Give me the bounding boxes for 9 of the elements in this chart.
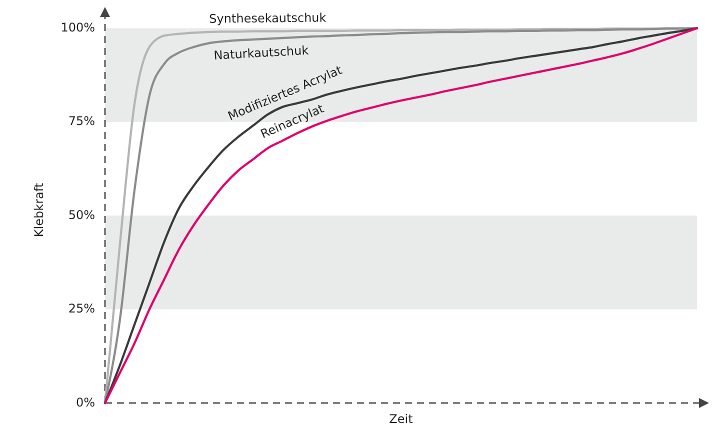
- series-label: Naturkautschuk: [213, 43, 310, 63]
- y-tick-label: 50%: [68, 208, 95, 222]
- y-tick-label: 25%: [68, 302, 95, 316]
- y-tick-label: 75%: [68, 114, 95, 128]
- y-axis-title: Klebkraft: [32, 182, 46, 238]
- y-tick-label: 0%: [76, 395, 95, 410]
- x-axis-title: Zeit: [389, 412, 414, 426]
- y-tick-label: 100%: [60, 20, 95, 35]
- series-label: Synthesekautschuk: [209, 10, 326, 26]
